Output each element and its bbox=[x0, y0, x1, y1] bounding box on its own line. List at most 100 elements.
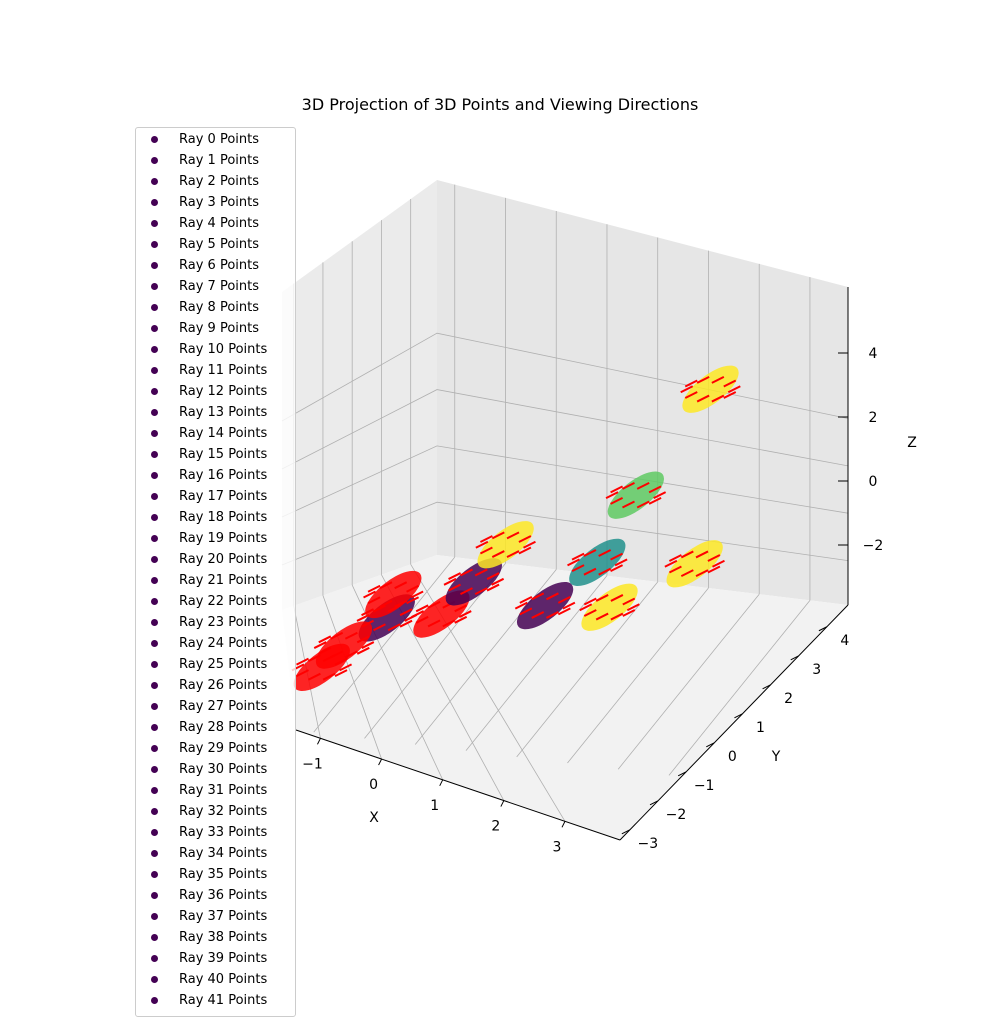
grid-line-z bbox=[281, 389, 849, 470]
viewing-direction bbox=[330, 650, 344, 659]
point-cluster bbox=[514, 581, 576, 630]
legend-marker bbox=[151, 808, 158, 815]
legend-item: Ray 12 Points bbox=[136, 381, 295, 402]
viewing-direction bbox=[344, 650, 358, 659]
legend-item: Ray 21 Points bbox=[136, 570, 295, 591]
legend-item: Ray 0 Points bbox=[136, 129, 295, 150]
legend-label: Ray 5 Points bbox=[179, 237, 259, 252]
legend-item: Ray 32 Points bbox=[136, 801, 295, 822]
legend-label: Ray 21 Points bbox=[179, 573, 268, 588]
viewing-direction bbox=[523, 540, 536, 549]
viewing-direction bbox=[474, 587, 488, 596]
legend-marker bbox=[151, 640, 158, 647]
x-tick-label: 3 bbox=[553, 839, 562, 855]
legend-label: Ray 23 Points bbox=[179, 615, 268, 630]
viewing-direction bbox=[622, 481, 635, 490]
viewing-direction bbox=[387, 623, 401, 632]
viewing-direction bbox=[379, 599, 393, 608]
y-tick-mark bbox=[762, 684, 771, 690]
legend-marker bbox=[151, 409, 158, 416]
viewing-direction bbox=[583, 567, 597, 576]
legend-item: Ray 29 Points bbox=[136, 738, 295, 759]
viewing-direction bbox=[695, 550, 709, 559]
legend-label: Ray 28 Points bbox=[179, 720, 268, 735]
viewing-direction bbox=[506, 531, 520, 540]
x-axis-line bbox=[295, 729, 621, 841]
viewing-direction bbox=[518, 535, 532, 543]
viewing-direction bbox=[454, 615, 468, 624]
viewing-direction bbox=[707, 565, 721, 574]
viewing-direction bbox=[622, 500, 635, 509]
legend-marker bbox=[151, 934, 158, 941]
z-axis-label: Z bbox=[907, 435, 917, 451]
viewing-direction bbox=[668, 554, 682, 562]
y-axis-label: Y bbox=[771, 749, 781, 765]
y-tick-label: 2 bbox=[784, 691, 793, 707]
viewing-direction bbox=[334, 669, 348, 678]
viewing-direction bbox=[557, 607, 571, 616]
viewing-direction bbox=[442, 619, 456, 628]
viewing-direction bbox=[307, 672, 321, 681]
legend-marker bbox=[151, 787, 158, 794]
legend-marker bbox=[151, 325, 158, 332]
legend-label: Ray 36 Points bbox=[179, 888, 268, 903]
legend-marker bbox=[151, 451, 158, 458]
viewing-direction bbox=[680, 569, 694, 577]
viewing-direction bbox=[415, 604, 429, 613]
viewing-direction bbox=[723, 379, 737, 388]
viewing-direction bbox=[579, 603, 593, 612]
y-tick-label: 3 bbox=[812, 662, 821, 678]
tick-labels: −1 0 1 2 3 −3 −2 −1 0 1 2 3 4 −2 0 2 4 bbox=[302, 346, 883, 855]
legend-label: Ray 22 Points bbox=[179, 594, 268, 609]
legend-marker bbox=[151, 157, 158, 164]
legend-item: Ray 36 Points bbox=[136, 885, 295, 906]
y-tick-mark bbox=[818, 626, 828, 632]
viewing-direction bbox=[330, 631, 344, 640]
x-tick-label: 2 bbox=[491, 819, 500, 835]
legend-item: Ray 18 Points bbox=[136, 507, 295, 528]
z-tick-label: −2 bbox=[863, 538, 884, 554]
legend-item: Ray 23 Points bbox=[136, 612, 295, 633]
viewing-direction bbox=[454, 604, 468, 613]
y-tick-mark bbox=[677, 771, 687, 777]
legend-item: Ray 13 Points bbox=[136, 402, 295, 423]
viewing-direction bbox=[458, 610, 472, 618]
legend-label: Ray 16 Points bbox=[179, 468, 268, 483]
viewing-direction bbox=[475, 540, 489, 549]
viewing-direction bbox=[486, 583, 500, 592]
viewing-direction bbox=[557, 595, 571, 604]
viewing-direction bbox=[531, 611, 545, 619]
pane-back-right bbox=[437, 180, 848, 605]
viewing-direction bbox=[372, 623, 386, 632]
legend-label: Ray 11 Points bbox=[179, 363, 268, 378]
legend-marker bbox=[151, 913, 158, 920]
viewing-direction bbox=[410, 590, 424, 599]
viewing-direction bbox=[695, 569, 709, 577]
axis-labels: X Y Z bbox=[369, 435, 917, 826]
legend-marker bbox=[151, 178, 158, 185]
legend-label: Ray 41 Points bbox=[179, 993, 268, 1008]
y-tick-label: 0 bbox=[728, 749, 737, 765]
x-tick-label: 0 bbox=[369, 777, 378, 793]
legend-marker bbox=[151, 997, 158, 1004]
viewing-direction bbox=[610, 497, 624, 505]
viewing-direction bbox=[583, 597, 597, 606]
legend-marker bbox=[151, 703, 158, 710]
legend-label: Ray 27 Points bbox=[179, 699, 268, 714]
y-tick-label: −1 bbox=[694, 778, 715, 794]
legend-item: Ray 6 Points bbox=[136, 255, 295, 276]
x-tick-label: −1 bbox=[302, 756, 323, 772]
chart-title: 3D Projection of 3D Points and Viewing D… bbox=[301, 95, 699, 114]
legend-marker bbox=[151, 556, 158, 563]
legend-marker bbox=[151, 472, 158, 479]
legend-item: Ray 11 Points bbox=[136, 360, 295, 381]
legend-label: Ray 32 Points bbox=[179, 804, 268, 819]
viewing-direction bbox=[322, 672, 336, 681]
legend-item: Ray 16 Points bbox=[136, 465, 295, 486]
viewing-direction bbox=[367, 596, 381, 605]
grid-line-floor-x bbox=[322, 595, 382, 760]
z-tick-label: 0 bbox=[869, 474, 878, 490]
legend-item: Ray 34 Points bbox=[136, 843, 295, 864]
viewing-direction bbox=[296, 657, 309, 666]
point-cluster-body bbox=[315, 621, 373, 669]
